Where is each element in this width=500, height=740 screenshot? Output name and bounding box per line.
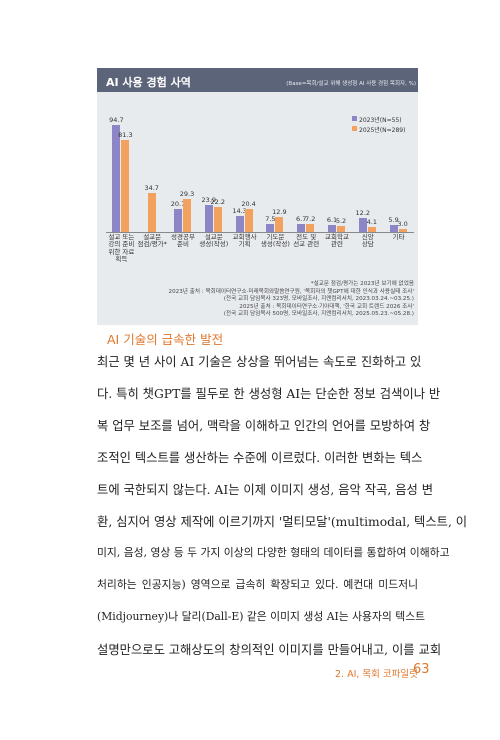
category-label: 설교 또는 강의 준비 위한 자료 획득 xyxy=(108,233,135,264)
category-label: 성경공부 준비 xyxy=(171,233,195,249)
value-label: 34.7 xyxy=(144,183,159,192)
category-label: 기도문 생성(작성) xyxy=(260,233,290,249)
body-line: 복 업무 보조를 넘어, 맥락을 이해하고 인간의 언어를 모방하여 창 xyxy=(97,419,431,433)
body-line: (Midjourney)나 달리(Dall-E) 같은 이미지 생성 AI는 사… xyxy=(97,610,426,623)
category-label: 신앙 상담 xyxy=(361,233,374,249)
bar xyxy=(235,215,244,232)
bar xyxy=(337,226,345,232)
category-label: 전도 및 선교 관련 xyxy=(293,233,320,249)
baseline xyxy=(106,232,414,233)
bar xyxy=(147,192,156,232)
bar xyxy=(183,198,191,232)
value-label: 12.2 xyxy=(355,209,371,218)
category-label: 기타 xyxy=(392,233,405,241)
chart-note: (전국 교회 담임목사 500명, 모바일조사, 지앤컴리서치, 2025.05… xyxy=(223,311,414,317)
bar xyxy=(213,206,222,232)
legend-swatch xyxy=(352,116,357,121)
body-line: 트에 국한되지 않는다. AI는 이제 이미지 생성, 음악 작곡, 음성 변 xyxy=(97,483,434,497)
bar xyxy=(174,208,182,232)
legend-label: 2023년(N=55) xyxy=(359,116,402,124)
bar xyxy=(275,217,284,232)
value-label: 6.1 xyxy=(326,216,338,225)
chart-note: 2023년 출처 : 목회데이터연구소·미래목회와말씀연구원, '목회자의 챗G… xyxy=(168,288,414,295)
value-label: 14.3 xyxy=(232,206,247,215)
bar xyxy=(112,124,121,232)
body-line: 미지, 음성, 영상 등 두 가지 이상의 다양한 형태의 데이터를 통합하여 … xyxy=(97,546,450,559)
page-number: 63 xyxy=(413,662,430,677)
value-label: 7.2 xyxy=(305,214,316,223)
chart-header xyxy=(97,68,418,92)
value-label: 94.7 xyxy=(109,115,124,124)
value-label: 20.4 xyxy=(241,199,256,208)
chart-note: (전국 교회 담임목사 323명, 모바일조사, 지앤컴리서치, 2023.03… xyxy=(223,296,414,302)
bar xyxy=(358,218,367,232)
chart-title: AI 사용 경험 사역 xyxy=(106,76,191,89)
body-line: 처리하는 인공지능) 영역으로 급속히 확장되고 있다. 예컨대 미드저니 xyxy=(97,578,418,591)
legend-label: 2025년(N=289) xyxy=(359,126,406,134)
value-label: 12.9 xyxy=(272,208,287,217)
bar xyxy=(121,140,130,232)
bar xyxy=(367,227,376,232)
section-heading: AI 기술의 급속한 발전 xyxy=(107,332,224,347)
category-label: 교회학교 관련 xyxy=(325,233,349,249)
value-label: 5.9 xyxy=(388,216,399,225)
value-label: 6.7 xyxy=(296,215,307,224)
body-line: 환, 심지어 영상 제작에 이르기까지 '멀티모달'(multimodal, 텍… xyxy=(97,515,468,529)
body-line: 설명만으로도 고해상도의 창의적인 이미지를 만들어내고, 이를 교회 xyxy=(97,643,442,657)
value-label: 7.5 xyxy=(265,214,276,223)
footer-chapter: 2. AI, 목회 코파일럿 xyxy=(335,669,418,680)
bar xyxy=(328,225,336,232)
value-label: 5.2 xyxy=(335,217,347,226)
bar xyxy=(398,228,407,232)
chart-note: 2025년 출처 : 목회데이터연구소·기아대책, '한국 교회 트렌드 202… xyxy=(239,303,414,310)
value-label: 20.7 xyxy=(170,199,186,208)
value-label: 23.9 xyxy=(201,195,217,204)
category-label: 설교문 생성(작성) xyxy=(199,233,229,249)
chart-note: *설교문 점검/평가는 2023년 보기에 없었음 xyxy=(310,281,414,287)
value-label: 4.1 xyxy=(366,218,377,227)
category-label: 교회행사 기획 xyxy=(232,233,257,249)
value-label: 22.2 xyxy=(210,197,226,206)
bar xyxy=(244,208,253,232)
legend-swatch xyxy=(352,126,357,131)
value-label: 29.3 xyxy=(179,189,195,198)
body-line: 최근 몇 년 사이 AI 기술은 상상을 뛰어넘는 속도로 진화하고 있 xyxy=(97,355,422,369)
bar xyxy=(266,223,275,232)
bar xyxy=(297,224,306,232)
body-line: 다. 특히 챗GPT를 필두로 한 생성형 AI는 단순한 정보 검색이나 반 xyxy=(97,387,441,401)
category-label: 설교문 점검/평가* xyxy=(137,233,167,249)
value-label: 81.3 xyxy=(118,131,133,140)
bar xyxy=(389,225,398,232)
value-label: 3.0 xyxy=(397,219,408,228)
body-line: 조적인 텍스트를 생산하는 수준에 이르렀다. 이러한 변화는 텍스 xyxy=(97,451,423,465)
chart-subtitle: (Base=목회/설교 위해 생성형 AI 사용 경험 목회자, %) xyxy=(286,81,416,87)
bar xyxy=(306,223,315,232)
bar xyxy=(204,204,213,232)
